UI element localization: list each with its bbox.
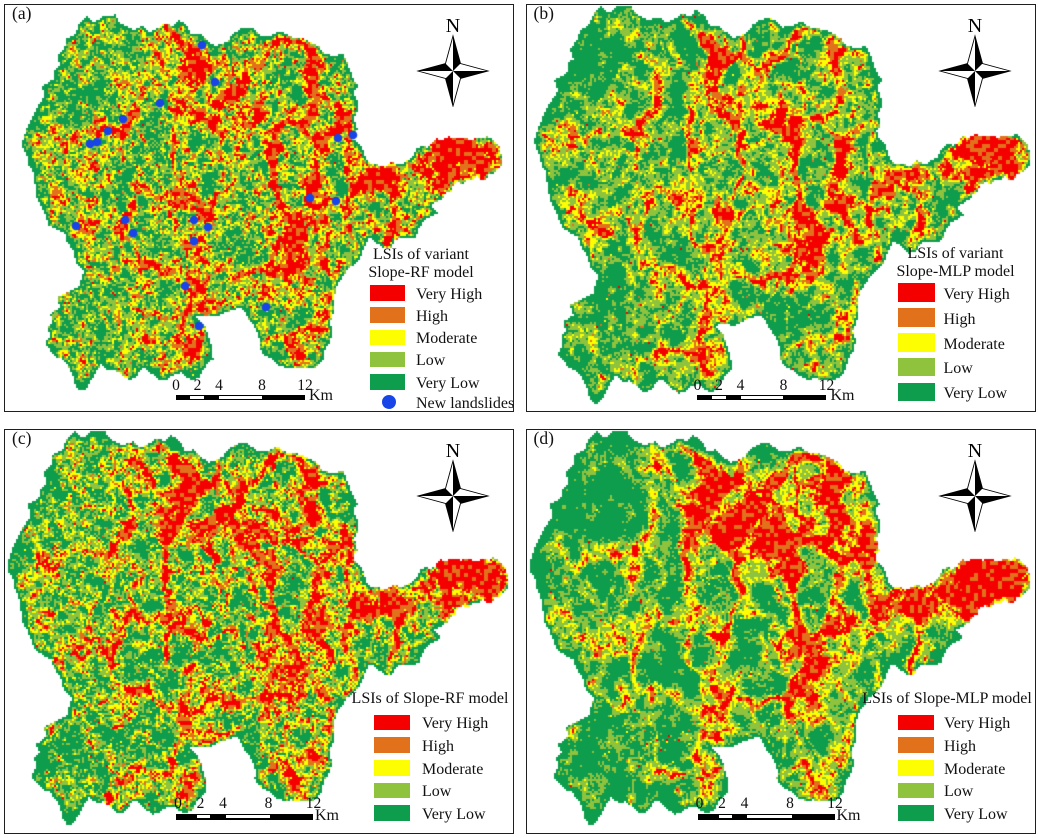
svg-text:N: N	[446, 440, 460, 462]
svg-text:N: N	[967, 15, 981, 37]
svg-text:N: N	[446, 15, 460, 37]
svg-text:N: N	[967, 440, 981, 462]
